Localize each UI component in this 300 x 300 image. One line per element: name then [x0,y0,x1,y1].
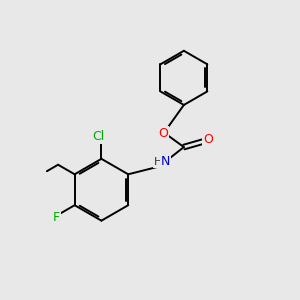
Text: F: F [53,211,60,224]
Text: Cl: Cl [92,130,105,143]
Text: H: H [154,157,162,167]
Text: O: O [158,127,168,140]
Text: O: O [203,133,213,146]
Text: N: N [160,155,170,168]
